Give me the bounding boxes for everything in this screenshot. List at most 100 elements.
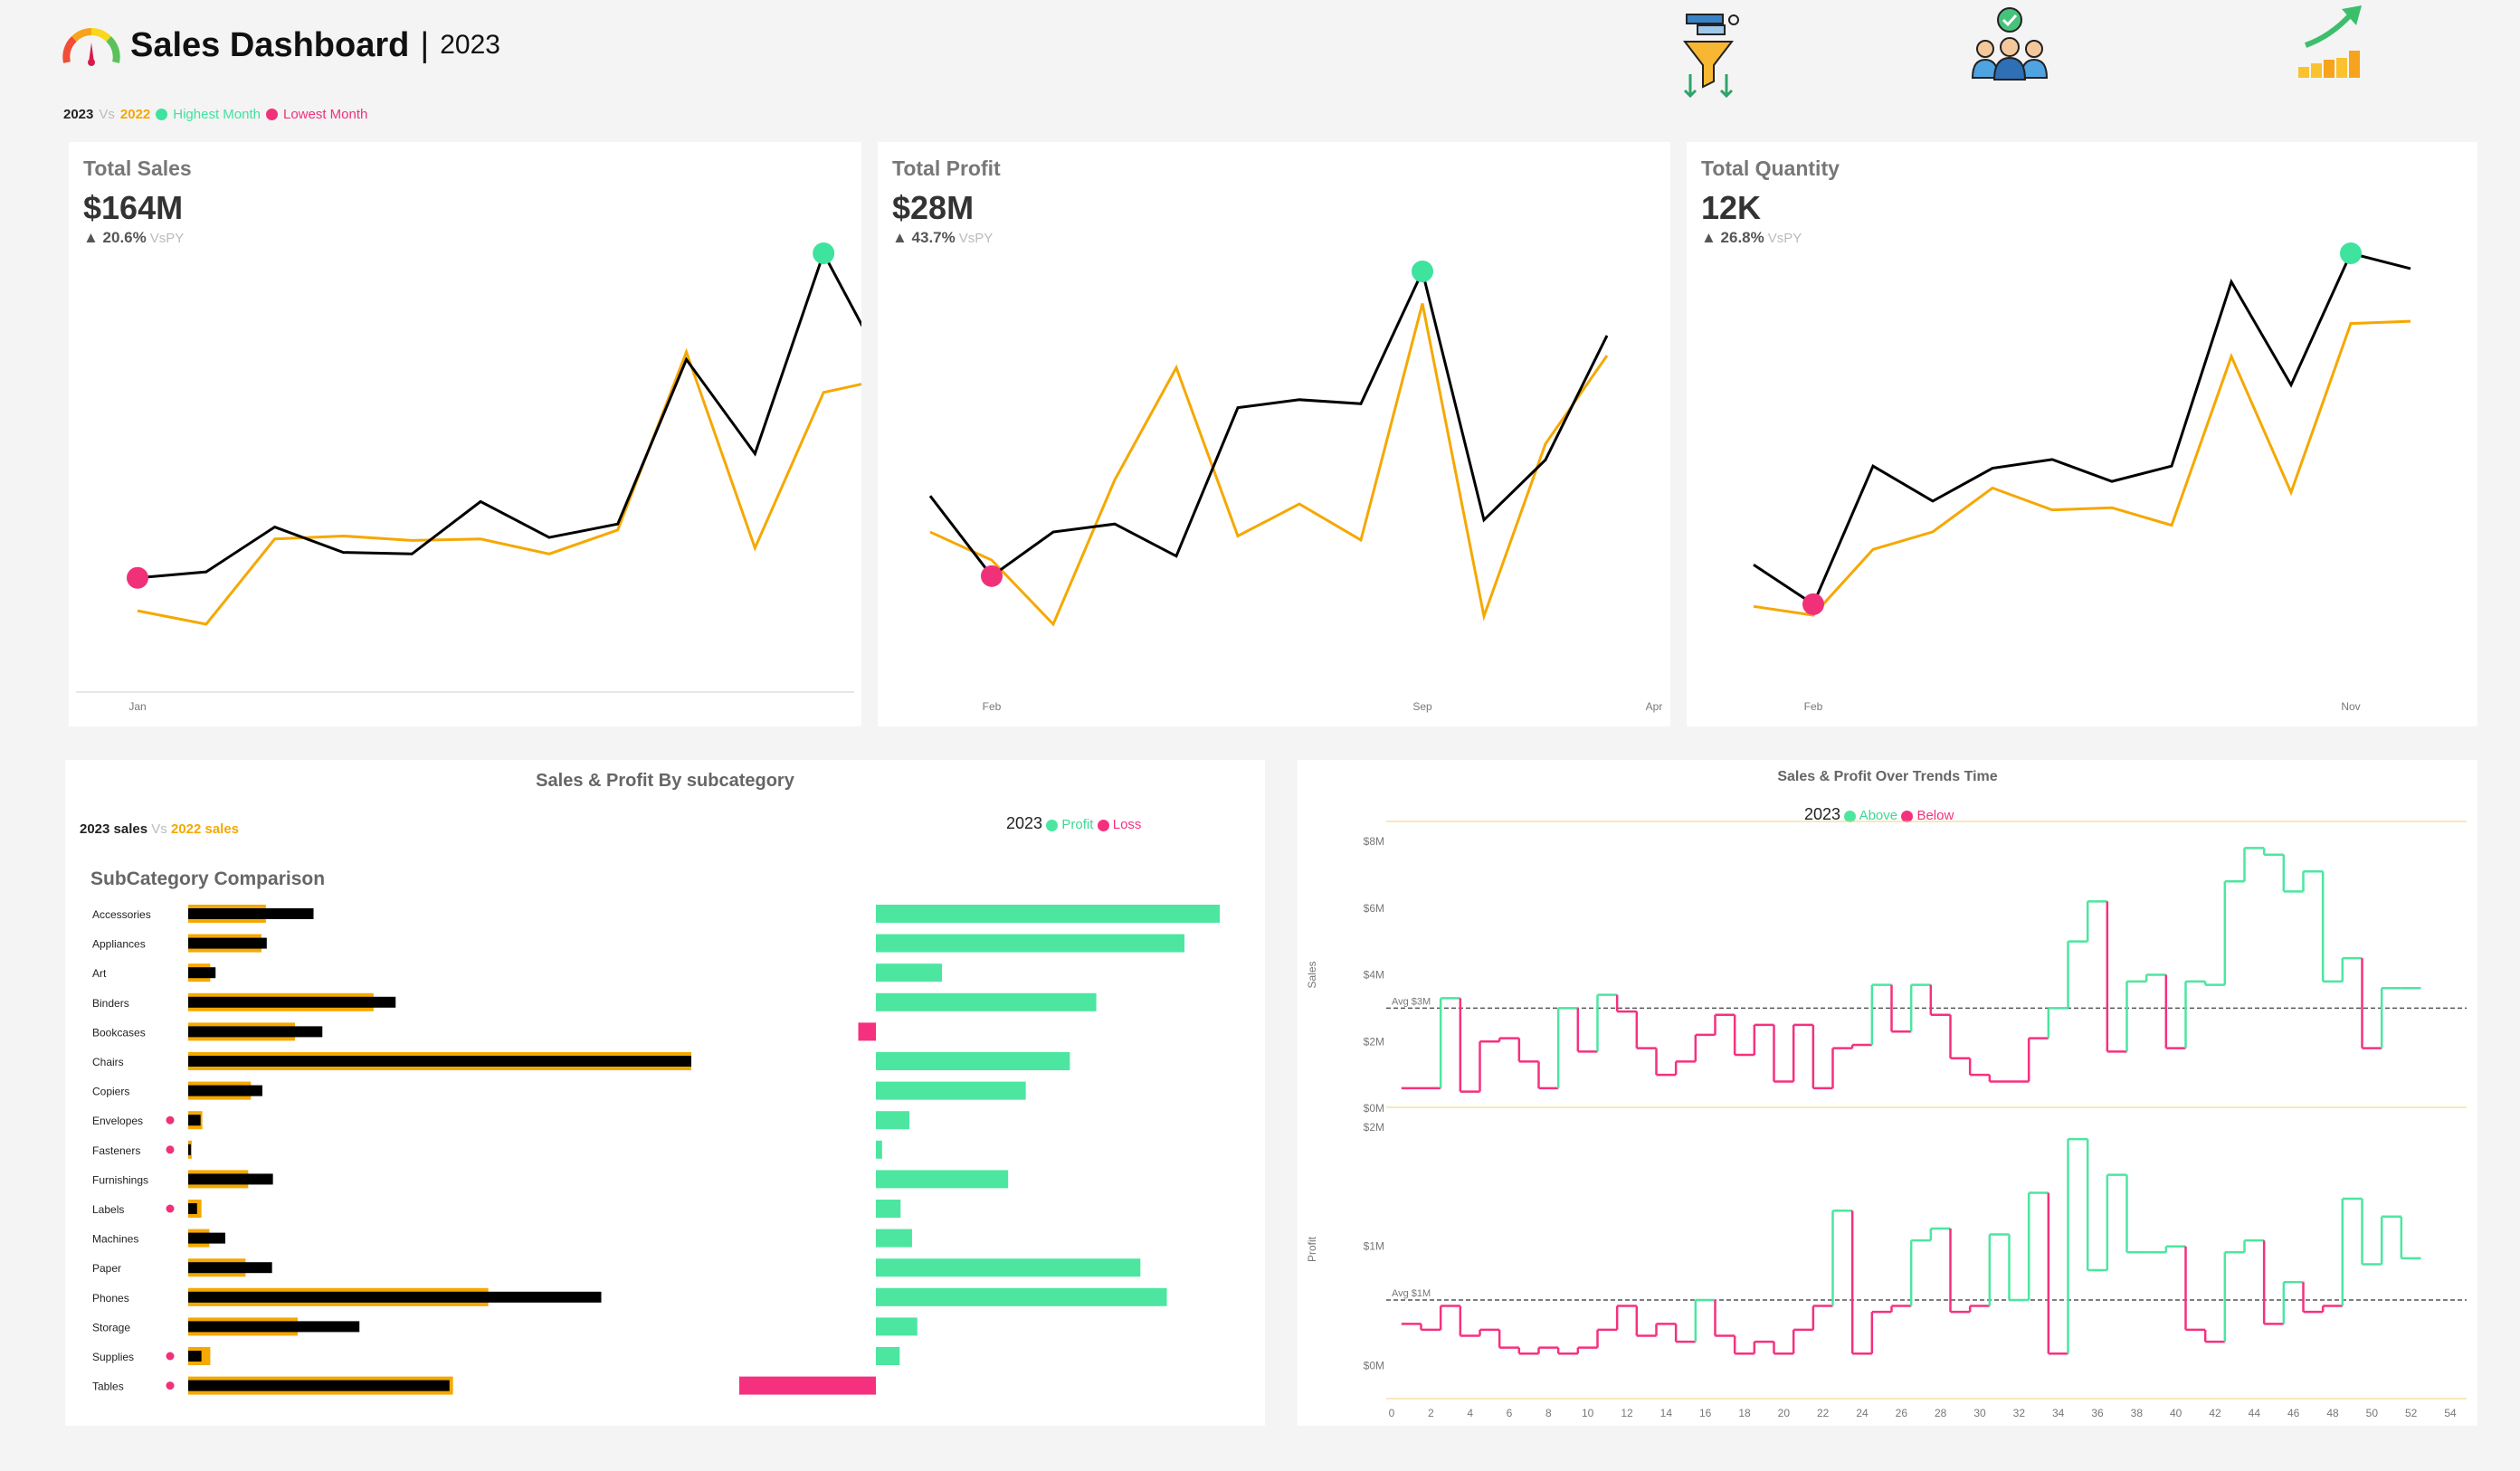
lowest-dot-icon — [265, 109, 278, 120]
lowest-category-dot — [166, 1204, 175, 1213]
bar-2023-sales — [188, 1232, 225, 1244]
highest-month-marker — [1412, 261, 1433, 282]
above-dot-icon — [1844, 810, 1857, 822]
growth-chart-icon — [2298, 5, 2362, 78]
kpi-change: ▲ 43.7% VsPY — [892, 229, 993, 247]
page-title: Sales Dashboard — [130, 25, 410, 64]
sales-y-tick: $8M — [1364, 835, 1384, 848]
bar-loss — [858, 1022, 876, 1041]
legend-year: 2023 — [1804, 805, 1841, 823]
kpi-card-profit[interactable]: Feb Sep Apr Total Profit $28M ▲ 43.7% VsPY — [878, 142, 1670, 726]
lowest-month-marker — [1802, 593, 1824, 615]
x-tick-label: Nov — [2341, 700, 2360, 713]
kpi-title: Total Quantity — [1701, 157, 1840, 180]
profit-y-tick: $0M — [1364, 1359, 1384, 1371]
x-tick-label: 24 — [1856, 1407, 1869, 1419]
series-line-2023 — [137, 250, 861, 580]
x-tick-label: 50 — [2366, 1407, 2379, 1419]
legend-previous: 2022 sales — [170, 821, 240, 837]
category-label: Copiers — [92, 1086, 129, 1098]
sales-y-tick: $0M — [1364, 1102, 1384, 1115]
bar-profit — [876, 1287, 1167, 1306]
profit-y-tick: $1M — [1364, 1240, 1384, 1253]
kpi-change: ▲ 20.6% VsPY — [83, 229, 184, 247]
subcategory-panel: Sales & Profit By subcategory 2023 sales… — [65, 760, 1265, 1426]
kpi-card-quantity[interactable]: Feb Nov Total Quantity 12K ▲ 26.8% VsPY — [1687, 142, 2477, 726]
legend-lowest: Lowest Month — [282, 107, 368, 122]
filter-funnel-icon — [1682, 14, 1739, 99]
trends-title: Sales & Profit Over Trends Time — [1777, 769, 1998, 784]
x-tick-label: 18 — [1738, 1407, 1751, 1419]
lowest-month-marker — [981, 565, 1003, 587]
bar-2023-sales — [188, 908, 314, 919]
x-tick-label: 48 — [2326, 1407, 2339, 1419]
bar-2023-sales — [188, 996, 396, 1008]
category-label: Binders — [92, 997, 129, 1010]
x-tick-label: 20 — [1778, 1407, 1791, 1419]
legend-sales: sales — [113, 821, 148, 837]
bar-profit — [876, 1170, 1009, 1189]
bar-2023-sales — [188, 1115, 201, 1126]
bar-2023-sales — [188, 1144, 191, 1155]
x-tick-label: 10 — [1582, 1407, 1594, 1419]
x-tick-label: Apr — [1646, 700, 1663, 713]
trends-panel: Sales & Profit Over Trends Time 2023 Abo… — [1298, 760, 2477, 1426]
category-label: Paper — [92, 1262, 121, 1275]
x-tick-label: 16 — [1699, 1407, 1712, 1419]
lowest-category-dot — [166, 1381, 175, 1390]
x-tick-label: 0 — [1389, 1407, 1395, 1419]
category-label: Art — [92, 967, 107, 980]
bar-2023-sales — [188, 1173, 273, 1185]
bar-2023-sales — [188, 1085, 262, 1096]
legend-above: Above — [1859, 808, 1898, 823]
bar-2023-sales — [188, 1291, 602, 1303]
legend-previous-year: 2022 — [119, 107, 151, 122]
bar-profit — [876, 1140, 882, 1159]
kpi-vs-label: VsPY — [149, 231, 185, 246]
category-label: Envelopes — [92, 1115, 143, 1127]
kpi-card-sales[interactable]: JanDec Total Sales $164M ▲ 20.6%VsPY — [69, 142, 861, 726]
lowest-category-dot — [166, 1145, 175, 1154]
x-tick-label: 28 — [1935, 1407, 1947, 1419]
sales-trend-chart: JanDec — [76, 242, 861, 713]
loss-dot-icon — [1097, 819, 1109, 831]
legend-highest: Highest Month — [173, 107, 261, 122]
category-label: Appliances — [92, 938, 146, 951]
bar-profit — [876, 1200, 901, 1218]
category-label: Fasteners — [92, 1144, 140, 1157]
bar-profit — [876, 1258, 1141, 1277]
x-tick-label: 46 — [2287, 1407, 2300, 1419]
series-line-2022 — [137, 347, 861, 626]
bar-profit — [876, 1081, 1026, 1100]
category-label: Storage — [92, 1321, 130, 1333]
bar-profit — [876, 1052, 1070, 1070]
title-separator: | — [420, 25, 430, 64]
lowest-category-dot — [166, 1115, 175, 1125]
x-tick-label: 38 — [2131, 1407, 2144, 1419]
x-tick-label: 30 — [1973, 1407, 1986, 1419]
profit-dot-icon — [1046, 819, 1059, 831]
category-label: Accessories — [92, 908, 151, 921]
x-tick-label: 4 — [1467, 1407, 1473, 1419]
below-dot-icon — [1901, 810, 1914, 822]
sales-avg-label: Avg $3M — [1392, 996, 1431, 1007]
profit-y-tick: $2M — [1364, 1121, 1384, 1134]
lowest-category-dot — [166, 1352, 175, 1361]
top-legend: 2023 Vs 2022 Highest Month Lowest Month — [63, 107, 367, 122]
series-line-2023 — [928, 267, 1609, 578]
subcategory-title: Sales & Profit By subcategory — [536, 771, 794, 791]
legend-current-year: 2023 — [63, 107, 94, 122]
x-tick-label: 40 — [2170, 1407, 2182, 1419]
kpi-title: Total Sales — [83, 157, 192, 180]
x-tick-label: Feb — [983, 700, 1002, 713]
kpi-value: 12K — [1701, 189, 1762, 226]
kpi-change-value: ▲ 26.8% — [1701, 229, 1764, 246]
comparison-title: SubCategory Comparison — [90, 868, 326, 889]
sales-axis-label: Sales — [1306, 961, 1318, 988]
bar-2023-sales — [188, 1203, 197, 1214]
x-tick-label: 36 — [2091, 1407, 2104, 1419]
category-label: Bookcases — [92, 1026, 146, 1039]
highest-dot-icon — [156, 109, 168, 120]
bar-2023-sales — [188, 967, 216, 979]
bar-profit — [876, 1111, 910, 1130]
